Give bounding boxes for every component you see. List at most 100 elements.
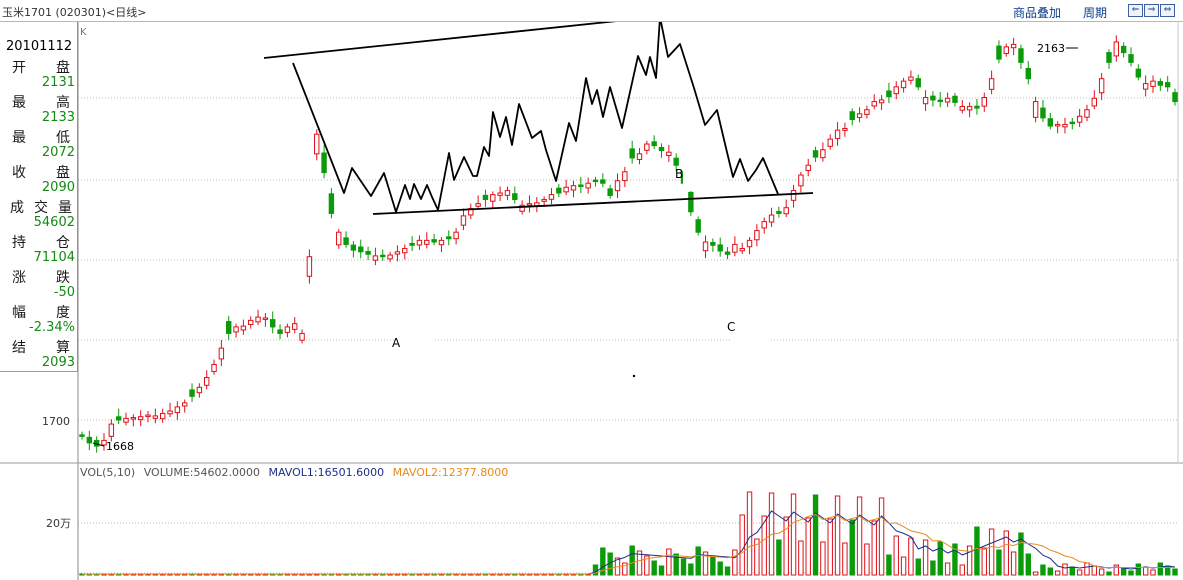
candle-body [849, 111, 855, 121]
candlestick [1135, 64, 1142, 81]
volume-bar [981, 547, 987, 576]
candle-body [805, 164, 811, 172]
candle-body [944, 97, 951, 103]
candle-body [387, 254, 393, 260]
candlestick [937, 91, 943, 108]
volume-bar [1047, 567, 1053, 576]
candle-body [526, 203, 533, 206]
candlestick [1018, 44, 1024, 69]
candlestick [1164, 76, 1171, 92]
candle-body [490, 194, 496, 202]
candle-body [108, 423, 115, 437]
candle-body [1128, 54, 1134, 63]
zoom-icon[interactable]: ⇔ [1160, 4, 1175, 17]
candlestick [592, 176, 599, 187]
candlestick [137, 410, 144, 427]
candlestick [1120, 42, 1127, 58]
candle-body [416, 239, 423, 246]
candle-body [372, 255, 379, 261]
candlestick [475, 195, 481, 210]
candlestick [211, 359, 217, 375]
candle-body [233, 326, 239, 333]
info-label-open-interest: 持仓 [12, 235, 70, 251]
candlestick [321, 144, 327, 179]
volume-bar [834, 495, 841, 576]
volume-bar [1040, 564, 1046, 576]
candle-body [248, 319, 254, 325]
candle-body [732, 243, 738, 253]
info-label-high: 最高 [12, 95, 70, 111]
candlestick [284, 323, 291, 338]
volume-bar [1062, 563, 1068, 576]
candle-body [380, 254, 386, 258]
candlestick [1150, 75, 1156, 93]
candlestick [805, 158, 811, 177]
candle-body [651, 141, 657, 147]
volume-bar [1157, 562, 1164, 576]
kline-chart[interactable]: K 1700 A B C 2163 1668 VOL(5,10) VOLUME:… [0, 22, 1183, 580]
volume-bar [746, 491, 753, 576]
annotation-b-box [683, 163, 721, 191]
candlestick [101, 433, 107, 451]
candlestick [548, 188, 555, 205]
candle-body [812, 150, 819, 158]
mavol2-line [82, 513, 1175, 575]
candle-body [321, 152, 327, 174]
candlestick [695, 216, 701, 236]
candle-body [1084, 109, 1090, 118]
volume-bar [974, 526, 980, 576]
candle-body [644, 143, 650, 151]
candlestick [123, 412, 129, 426]
candle-body [959, 105, 965, 111]
candle-body [115, 416, 122, 421]
stray-dot [632, 374, 636, 378]
candle-body [167, 410, 173, 415]
volume-bar [761, 515, 767, 576]
candle-body [123, 417, 129, 423]
candlestick [739, 242, 745, 255]
candle-body [614, 180, 621, 192]
scroll-right-icon[interactable]: ⇒ [1144, 4, 1159, 17]
candle-body [570, 185, 577, 191]
price-axis-k-label: K [80, 27, 87, 38]
candle-body [1135, 68, 1142, 78]
candle-body [270, 319, 276, 328]
candle-body [240, 325, 247, 331]
candle-body [475, 203, 481, 207]
annotation-a: A [392, 336, 401, 350]
volume-bar [864, 543, 870, 576]
candlestick [328, 188, 335, 219]
title-bar: 玉米1701 (020301)<日线> 商品叠加 周期 ⇐ ⇒ ⇔ [0, 0, 1183, 22]
candle-body [299, 332, 305, 341]
candlestick [673, 153, 679, 171]
volume-bar [592, 564, 599, 576]
volume-bar [1025, 553, 1031, 576]
candlestick [688, 186, 694, 216]
annotation-b: B [675, 167, 683, 181]
candle-body [497, 192, 503, 196]
annotation-c: C [727, 320, 735, 334]
candlestick [966, 102, 973, 118]
candle-body [827, 138, 833, 147]
candle-body [292, 323, 298, 330]
volume-bar [915, 558, 921, 576]
volume-bar [1120, 567, 1127, 576]
volume-bar [930, 560, 936, 576]
candle-body [277, 329, 283, 334]
candle-body [1032, 101, 1039, 118]
candlestick [490, 191, 496, 208]
volume-bar [1150, 569, 1156, 576]
overlay-commodity-link[interactable]: 商品叠加 [1013, 6, 1062, 20]
candlestick [790, 184, 797, 208]
candlestick [534, 197, 540, 213]
price-tick-label: 1700 [42, 415, 70, 428]
candlestick [115, 408, 122, 425]
candle-body [966, 105, 973, 111]
candle-body [666, 151, 672, 157]
volume-bar [710, 556, 716, 576]
candlestick [996, 40, 1002, 64]
period-link[interactable]: 周期 [1083, 6, 1108, 20]
volume-bar [1084, 562, 1090, 576]
candlestick [600, 173, 606, 188]
scroll-left-icon[interactable]: ⇐ [1128, 4, 1143, 17]
